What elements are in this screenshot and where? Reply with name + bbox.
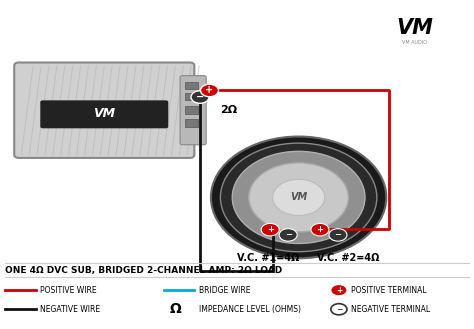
Bar: [185, 106, 198, 114]
Circle shape: [201, 84, 219, 97]
Circle shape: [331, 304, 347, 315]
Text: −: −: [335, 230, 341, 240]
Bar: [185, 93, 198, 100]
Bar: [185, 119, 198, 127]
Text: Ω: Ω: [170, 302, 181, 316]
Text: −: −: [196, 92, 204, 102]
Text: VM: VM: [93, 107, 115, 120]
Circle shape: [249, 163, 348, 232]
Circle shape: [261, 223, 279, 236]
Text: IMPEDANCE LEVEL (OHMS): IMPEDANCE LEVEL (OHMS): [199, 305, 301, 314]
Circle shape: [279, 229, 297, 241]
Text: +: +: [336, 286, 342, 295]
Text: 2Ω: 2Ω: [220, 105, 237, 115]
Circle shape: [232, 151, 365, 243]
Text: +: +: [317, 225, 323, 234]
Circle shape: [311, 223, 329, 236]
Text: −: −: [336, 305, 342, 314]
Text: ONE 4Ω DVC SUB, BRIDGED 2-CHANNEL AMP: 2Ω LOAD: ONE 4Ω DVC SUB, BRIDGED 2-CHANNEL AMP: 2…: [5, 266, 282, 275]
Text: V.C. #2=4Ω: V.C. #2=4Ω: [317, 253, 380, 263]
Circle shape: [329, 229, 347, 241]
Text: NEGATIVE WIRE: NEGATIVE WIRE: [40, 305, 100, 314]
Text: VM: VM: [290, 192, 307, 202]
Text: +: +: [267, 225, 273, 234]
Circle shape: [191, 91, 209, 103]
FancyBboxPatch shape: [180, 76, 206, 145]
Text: VM AUDIO: VM AUDIO: [402, 39, 427, 45]
Text: VM: VM: [396, 18, 433, 38]
Text: V.C. #1=4Ω: V.C. #1=4Ω: [237, 253, 299, 263]
Circle shape: [211, 137, 386, 258]
Circle shape: [220, 143, 377, 252]
Text: NEGATIVE TERMINAL: NEGATIVE TERMINAL: [351, 305, 430, 314]
FancyBboxPatch shape: [14, 63, 194, 158]
FancyBboxPatch shape: [40, 100, 168, 128]
Circle shape: [273, 179, 325, 215]
Bar: [185, 82, 198, 89]
Text: +: +: [205, 86, 214, 95]
Text: BRIDGE WIRE: BRIDGE WIRE: [199, 286, 251, 295]
Text: POSITIVE WIRE: POSITIVE WIRE: [40, 286, 97, 295]
Circle shape: [331, 285, 347, 296]
Text: −: −: [285, 230, 292, 240]
Text: POSITIVE TERMINAL: POSITIVE TERMINAL: [351, 286, 427, 295]
